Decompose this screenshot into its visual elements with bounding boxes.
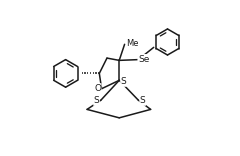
- Text: S: S: [121, 77, 126, 86]
- Text: S: S: [140, 96, 145, 105]
- Text: Me: Me: [126, 39, 139, 48]
- Text: S: S: [94, 96, 99, 105]
- Text: Se: Se: [138, 54, 149, 63]
- Text: O: O: [94, 84, 101, 93]
